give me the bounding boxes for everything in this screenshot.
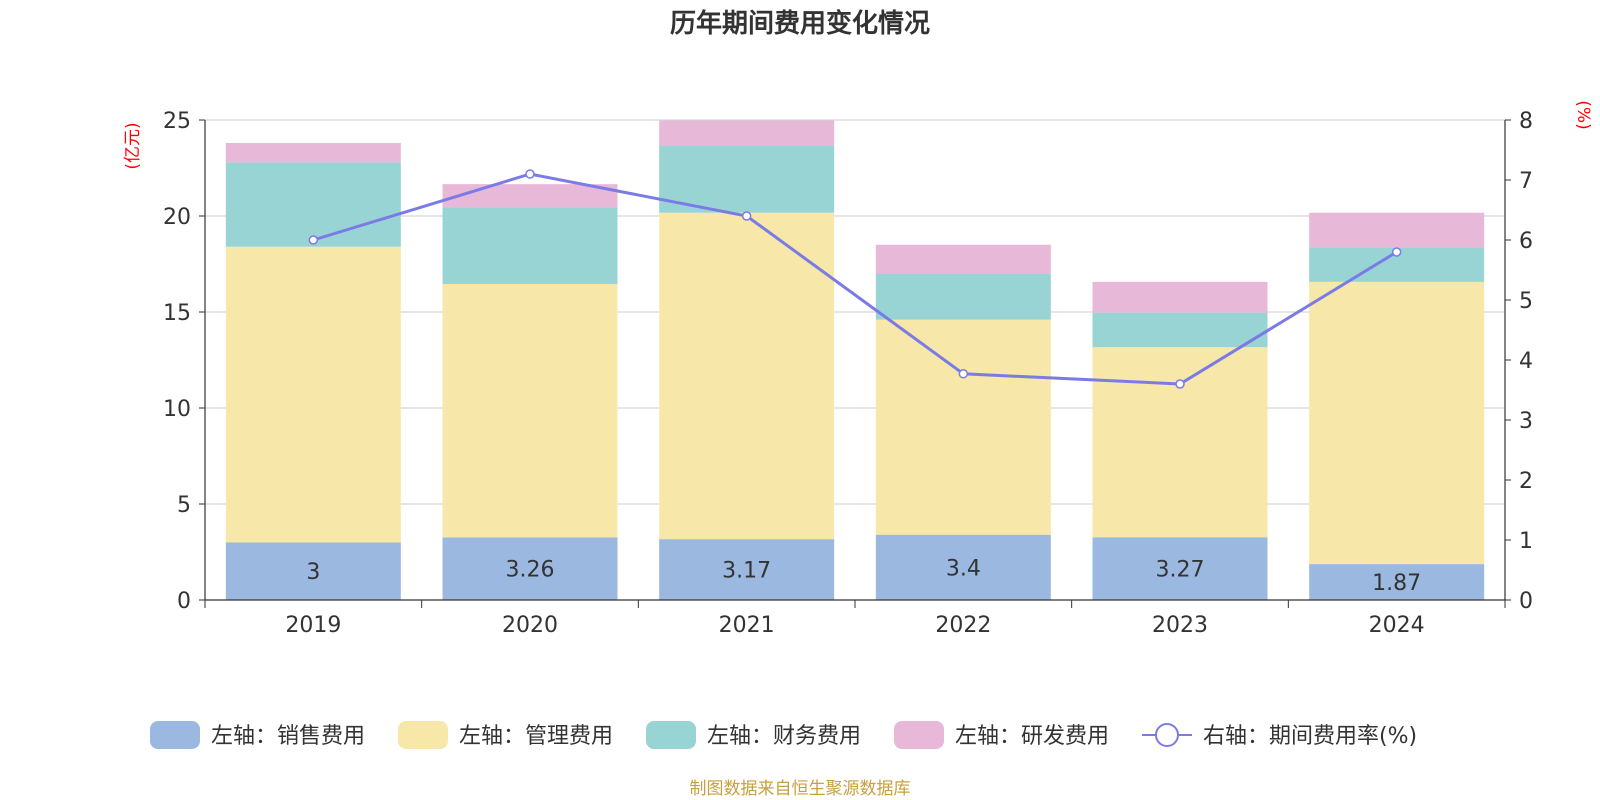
- legend: 左轴：销售费用 左轴：管理费用 左轴：财务费用 左轴：研发费用 右轴：期间费用率(%): [150, 721, 1417, 749]
- bar-value-label: 3.17: [722, 559, 771, 584]
- bar-segment: [1309, 281, 1485, 565]
- rate-point: [958, 369, 969, 379]
- bar-segment: [442, 184, 618, 208]
- bar-segment: [225, 143, 401, 163]
- legend-label: 左轴：财务费用: [707, 724, 861, 749]
- x-axis-tick-label: 2021: [719, 613, 775, 638]
- left-axis-tick-label: 15: [163, 301, 191, 326]
- legend-swatch: [894, 721, 944, 749]
- legend-label: 右轴：期间费用率(%): [1203, 724, 1417, 749]
- left-axis-tick-label: 25: [163, 109, 191, 134]
- bar-segment: [659, 120, 835, 146]
- left-axis-tick-label: 5: [177, 493, 191, 518]
- bar-segment: [1092, 281, 1268, 313]
- right-axis-tick-label: 4: [1519, 349, 1533, 374]
- bar-segment: [225, 162, 401, 247]
- bar-segment: [225, 542, 401, 600]
- bar-segment: [875, 244, 1051, 274]
- bar-segment: [659, 212, 835, 540]
- bar-value-label: 3.26: [506, 558, 555, 583]
- x-axis-tick-label: 2023: [1152, 613, 1208, 638]
- x-axis-tick-label: 2024: [1369, 613, 1425, 638]
- right-axis-tick-label: 3: [1519, 409, 1533, 434]
- right-axis-tick-label: 2: [1519, 469, 1533, 494]
- right-axis-tick-label: 6: [1519, 229, 1533, 254]
- left-axis-tick-label: 0: [177, 589, 191, 614]
- left-axis-unit: (亿元): [123, 122, 143, 169]
- bar-segment: [875, 534, 1051, 600]
- legend-line-marker: [1155, 723, 1179, 747]
- bar-segment: [442, 537, 618, 600]
- bar-value-label: 3.27: [1156, 558, 1205, 583]
- legend-label: 左轴：管理费用: [459, 724, 613, 749]
- legend-label: 左轴：研发费用: [955, 724, 1109, 749]
- legend-swatch: [150, 721, 200, 749]
- bar-segment: [875, 319, 1051, 535]
- bar-value-label: 1.87: [1372, 571, 1421, 596]
- right-axis-unit: (%): [1573, 100, 1593, 129]
- line-series: [308, 169, 1402, 389]
- x-axis-tick-label: 2022: [935, 613, 991, 638]
- legend-label: 左轴：销售费用: [211, 724, 365, 749]
- right-axis-tick-label: 7: [1519, 169, 1533, 194]
- right-axis-tick-label: 0: [1519, 589, 1533, 614]
- bar-segment: [1309, 564, 1485, 600]
- rate-point: [1391, 247, 1402, 257]
- rate-point: [1175, 379, 1185, 389]
- right-axis-tick-label: 8: [1519, 109, 1533, 134]
- x-axis-tick-label: 2020: [502, 613, 558, 638]
- x-axis-tick-label: 2019: [285, 613, 341, 638]
- bar-segment: [442, 207, 618, 284]
- legend-swatch: [398, 721, 448, 749]
- bar-segment: [225, 246, 401, 543]
- bar-segment: [659, 539, 835, 600]
- left-axis-tick-label: 20: [163, 205, 191, 230]
- data-source-note: 制图数据来自恒生聚源数据库: [690, 779, 911, 799]
- rate-line: [312, 172, 1398, 386]
- rate-point: [741, 211, 752, 221]
- rate-point: [525, 169, 535, 179]
- bar-segment: [1092, 347, 1268, 538]
- bar-segment: [1092, 312, 1268, 348]
- left-axis-tick-label: 10: [163, 397, 191, 422]
- chart-title: 历年期间费用变化情况: [670, 8, 930, 39]
- bar-segment: [875, 273, 1051, 320]
- right-axis-tick-label: 5: [1519, 289, 1533, 314]
- bar-series: 3 3.26 3.17 3.4 3.27 1.87: [225, 120, 1485, 600]
- rate-point: [308, 235, 319, 245]
- legend-swatch: [646, 721, 696, 749]
- bar-segment: [1092, 537, 1268, 600]
- bar-value-label: 3.4: [946, 556, 981, 581]
- bar-segment: [659, 145, 835, 213]
- bar-segment: [1309, 212, 1485, 248]
- bar-segment: [442, 283, 618, 538]
- bar-value-label: 3: [306, 560, 320, 585]
- right-axis-tick-label: 1: [1519, 529, 1533, 554]
- axes: 0 5 10 15 20 25 0 1 2 3 4 5 6 7 8 2019 2020 2021 2022 2023 2…: [163, 109, 1533, 638]
- gridlines: [205, 119, 1505, 505]
